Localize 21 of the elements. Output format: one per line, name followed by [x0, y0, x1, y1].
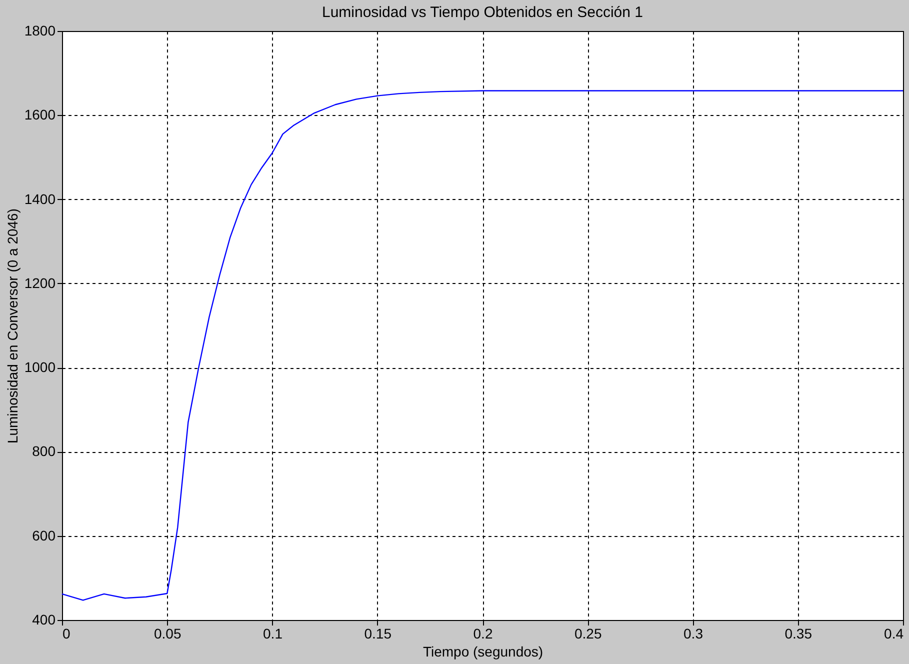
x-tick-label: 0.1 — [263, 626, 283, 642]
y-tick-label: 1000 — [24, 359, 56, 376]
y-tick-label: 400 — [32, 612, 56, 628]
x-tick-label: 0.25 — [574, 626, 602, 642]
y-tick-label: 800 — [32, 443, 56, 460]
y-tick-label: 1600 — [24, 106, 56, 123]
line-series — [61, 90, 904, 601]
y-tick-label: 1800 — [24, 22, 56, 38]
x-tick-label: 0.05 — [154, 626, 182, 642]
x-tick-label: 0.15 — [364, 626, 392, 642]
y-tick-label: 1200 — [24, 274, 56, 291]
x-tick-label: 0 — [62, 626, 70, 642]
y-axis-title: Luminosidad en Conversor (0 a 2046) — [4, 208, 20, 444]
x-tick-label: 0.2 — [473, 626, 493, 642]
x-tick-label: 0.3 — [684, 626, 704, 642]
y-tick-label: 1400 — [24, 190, 56, 207]
y-tick-label: 600 — [32, 527, 56, 544]
chart-title: Luminosidad vs Tiempo Obtenidos en Sección 1 — [322, 4, 644, 21]
x-tick-label: 0.4 — [884, 626, 904, 642]
x-tick-label: 0.35 — [784, 626, 812, 642]
x-axis-title: Tiempo (segundos) — [422, 644, 544, 660]
